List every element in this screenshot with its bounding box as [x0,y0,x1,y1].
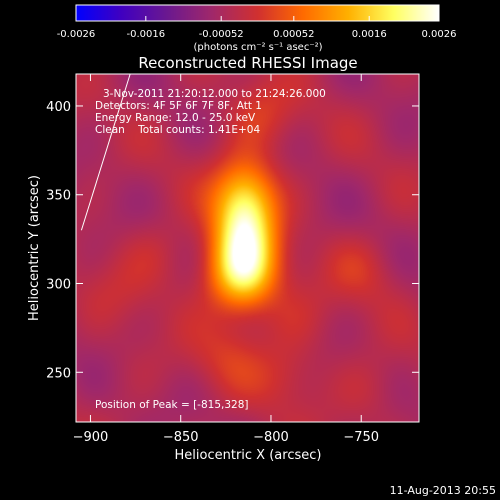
chart-title: Reconstructed RHESSI Image [138,54,357,72]
colorbar-tick-label: 0.0016 [352,29,387,40]
annotation-peak: Position of Peak = [-815,328] [95,399,249,411]
colorbar-ticks: -0.0026 -0.0016 -0.00052 0.00052 0.0016 0.002… [57,16,457,40]
limb-line [80,74,131,231]
colorbar-units: (photons cm⁻² s⁻¹ asec⁻²) [193,42,322,53]
colorbar-tick-label: 0.00052 [273,29,314,40]
heatmap-image [76,74,419,422]
y-tick-label: 250 [46,366,71,381]
footer-timestamp: 11-Aug-2013 20:55 [390,484,496,497]
colorbar [75,4,440,22]
annotation-detectors: Detectors: 4F 5F 6F 7F 8F, Att 1 [95,100,262,112]
x-tick-label: −750 [343,430,379,445]
y-axis-ticks: 250 300 350 400 [46,100,419,381]
annotation-clean: Clean Total counts: 1.41E+04 [95,124,260,136]
y-axis-label: Heliocentric Y (arcsec) [27,175,42,321]
x-tick-label: −850 [163,430,199,445]
annotation-time-range: 3-Nov-2011 21:20:12.000 to 21:24:26.000 [103,88,326,100]
colorbar-tick-label: -0.00052 [199,29,244,40]
y-tick-label: 400 [46,100,71,115]
x-tick-label: −800 [253,430,289,445]
colorbar-tick-label: -0.0026 [57,29,96,40]
x-tick-label: −900 [73,430,109,445]
colorbar-tick-label: -0.0016 [127,29,166,40]
x-axis-ticks: −900 −850 −800 −750 [73,74,379,445]
y-tick-label: 300 [46,278,71,293]
plot-frame [75,73,420,423]
annotation-energy: Energy Range: 12.0 - 25.0 keV [95,112,256,124]
colorbar-tick-label: 0.0026 [422,29,457,40]
x-axis-label: Heliocentric X (arcsec) [175,448,322,463]
y-tick-label: 350 [46,189,71,204]
